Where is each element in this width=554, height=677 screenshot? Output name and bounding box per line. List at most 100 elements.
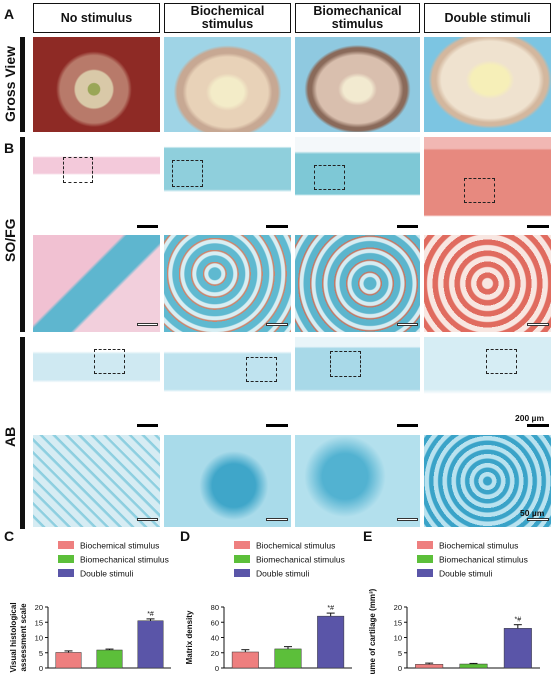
sofg-high-double [424,235,551,332]
y-tick-label: 15 [35,618,43,627]
chart-d: Biochemical stimulus Biomechanical stimul… [185,541,352,673]
scale-label-50um: 50 µm [520,508,545,518]
row-bar-sofg [20,137,25,332]
scale-bar [397,323,418,326]
y-tick-label: 15 [394,618,402,627]
scale-bar [137,225,158,228]
ab-high-double [424,435,551,527]
significance-label: *# [327,605,334,612]
y-tick-label: 5 [39,649,43,658]
row-bar-gross [20,37,25,132]
ab-low-biochemical [164,337,291,432]
scale-bar [527,323,549,326]
column-header-biochemical: Biochemical stimulus [164,3,291,33]
y-tick-label: 0 [398,664,402,673]
y-tick-label: 0 [39,664,43,673]
ab-high-biochemical [164,435,291,527]
y-tick-label: 0 [215,664,219,673]
sofg-high-biochemical [164,235,291,332]
bar [96,649,123,669]
column-header-biomechanical: Biomechanical stimulus [295,3,420,33]
y-tick-label: 80 [211,603,219,612]
panel-label-b: B [4,140,15,156]
row-label-ab: AB [2,426,18,447]
scale-bar [137,424,158,427]
legend-swatch [58,541,74,549]
sofg-high-biomechanical [295,235,420,332]
roi-box [94,349,125,374]
scale-bar [527,225,549,228]
column-header-no-stimulus: No stimulus [33,3,160,33]
panel-label-e: E [363,528,373,544]
legend-swatch [58,555,74,563]
row-bar-ab [20,337,25,529]
gross-image-no-stimulus [33,37,160,132]
ab-low-biomechanical [295,337,420,432]
chart-c: Biochemical stimulus Biomechanical stimul… [9,541,171,673]
scale-bar [266,225,288,228]
scale-bar [527,424,549,427]
sofg-low-double [424,137,551,232]
sofg-low-biochemical [164,137,291,232]
ab-low-no-stimulus [33,337,160,432]
y-axis-label: Visual histological [9,602,18,672]
sofg-high-no-stimulus [33,235,160,332]
scale-bar [397,225,418,228]
y-tick-label: 20 [394,603,402,612]
y-axis-label: assessment scale [19,603,28,672]
legend-label: Biochemical stimulus [80,541,159,551]
roi-box [464,178,495,203]
gross-image-biochemical [164,37,291,132]
bar [231,651,259,669]
legend-swatch [234,555,250,563]
bar [55,652,82,669]
legend-label: Biomechanical stimulus [80,555,169,565]
legend-label: Biochemical stimulus [439,541,518,551]
roi-box [486,349,517,374]
significance-label: *# [147,611,154,618]
panel-label-c: C [4,528,15,544]
legend-label: Double stimuli [439,569,492,579]
scale-bar [137,518,158,521]
roi-box [172,160,203,187]
legend-swatch [234,569,250,577]
legend-swatch [417,569,433,577]
bar [503,628,532,669]
scale-bar [397,518,418,521]
legend-swatch [417,555,433,563]
legend-swatch [58,569,74,577]
roi-box [63,157,93,183]
scale-bar [397,424,418,427]
ab-low-double [424,337,551,432]
y-tick-label: 40 [211,634,219,643]
sofg-low-no-stimulus [33,137,160,232]
chart-e: Biochemical stimulus Biomechanical stimul… [368,541,540,675]
roi-box [246,357,277,382]
legend-swatch [234,541,250,549]
roi-box [330,351,361,377]
scale-bar [527,518,549,521]
scale-bar [266,518,288,521]
scale-bar [266,323,288,326]
roi-box [314,165,345,190]
y-tick-label: 5 [398,649,402,658]
panel-label-a: A [4,6,15,22]
legend-swatch [417,541,433,549]
y-tick-label: 20 [35,603,43,612]
legend-label: Double stimuli [80,569,133,579]
y-tick-label: 60 [211,618,219,627]
ab-high-biomechanical [295,435,420,527]
gross-image-double [424,37,551,132]
y-tick-label: 10 [394,634,402,643]
column-header-double: Double stimuli [424,3,551,33]
ab-high-no-stimulus [33,435,160,527]
y-tick-label: 20 [211,649,219,658]
bar [317,615,345,669]
gross-image-biomechanical [295,37,420,132]
bar [274,648,302,669]
panel-label-d: D [180,528,191,544]
significance-label: *# [515,617,522,624]
legend-label: Double stimuli [256,569,309,579]
legend-label: Biomechanical stimulus [256,555,345,565]
sofg-low-biomechanical [295,137,420,232]
